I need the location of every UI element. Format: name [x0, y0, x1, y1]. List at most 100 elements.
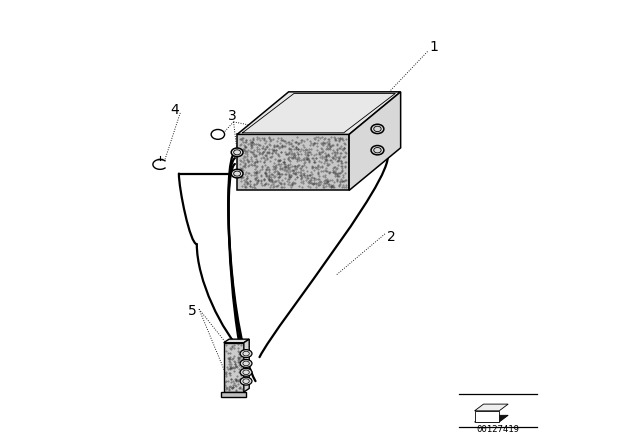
Point	[329, 134, 339, 141]
Point	[291, 145, 301, 152]
Point	[284, 173, 294, 180]
Point	[237, 138, 248, 146]
Point	[324, 182, 334, 190]
Point	[298, 141, 308, 148]
Point	[332, 157, 342, 164]
Point	[235, 375, 245, 383]
Point	[323, 178, 333, 185]
Point	[339, 140, 349, 147]
Point	[329, 149, 339, 156]
Point	[283, 155, 293, 162]
Point	[335, 150, 345, 157]
Point	[259, 158, 269, 165]
Point	[264, 172, 274, 180]
Point	[299, 143, 309, 151]
Point	[266, 184, 276, 191]
Point	[276, 184, 287, 191]
Point	[259, 135, 269, 142]
Point	[307, 179, 317, 186]
Point	[280, 174, 290, 181]
Point	[339, 183, 349, 190]
Point	[332, 172, 342, 180]
Point	[298, 146, 308, 153]
Point	[274, 152, 284, 159]
Point	[267, 146, 277, 153]
Point	[337, 177, 348, 185]
Point	[274, 178, 284, 185]
Point	[235, 160, 245, 167]
Point	[313, 175, 323, 182]
Point	[240, 142, 250, 150]
Point	[321, 156, 331, 164]
Point	[337, 159, 347, 166]
Point	[292, 157, 302, 164]
Point	[227, 343, 237, 350]
Point	[236, 173, 246, 180]
Point	[305, 178, 316, 185]
Point	[319, 159, 330, 167]
Point	[253, 177, 264, 184]
Point	[266, 170, 276, 177]
Point	[225, 375, 236, 383]
Point	[319, 172, 330, 179]
Point	[263, 175, 273, 182]
Point	[318, 147, 328, 155]
Point	[264, 177, 275, 184]
Point	[262, 163, 273, 170]
Point	[337, 136, 348, 143]
Point	[248, 139, 259, 146]
Point	[273, 177, 283, 184]
Point	[242, 172, 252, 180]
Point	[247, 183, 257, 190]
Point	[278, 136, 288, 143]
Point	[241, 181, 252, 188]
Point	[264, 173, 274, 181]
Point	[242, 148, 252, 155]
Point	[298, 160, 308, 167]
Point	[284, 176, 294, 183]
Point	[278, 184, 289, 191]
Point	[224, 384, 234, 391]
Point	[227, 364, 237, 371]
Point	[264, 177, 275, 184]
Point	[252, 173, 262, 180]
Point	[236, 165, 246, 172]
Point	[316, 159, 326, 166]
Point	[240, 144, 250, 151]
Point	[293, 145, 303, 152]
Point	[259, 135, 269, 142]
Point	[249, 146, 259, 154]
Point	[314, 178, 324, 185]
Point	[333, 153, 343, 160]
Point	[251, 151, 261, 158]
Point	[330, 135, 340, 142]
Point	[225, 356, 235, 363]
Point	[289, 153, 300, 160]
Point	[241, 177, 251, 185]
Point	[221, 384, 231, 391]
Point	[300, 146, 310, 153]
Point	[242, 151, 252, 158]
Point	[319, 176, 330, 183]
Point	[312, 161, 323, 168]
Point	[307, 162, 317, 169]
Point	[277, 144, 287, 151]
Point	[302, 156, 312, 163]
Point	[291, 171, 301, 178]
Point	[234, 384, 244, 392]
Point	[301, 167, 312, 174]
Point	[299, 161, 309, 168]
Point	[259, 175, 269, 182]
Point	[335, 134, 345, 141]
Point	[234, 366, 244, 373]
Point	[336, 168, 346, 176]
Point	[322, 161, 332, 168]
Point	[334, 182, 344, 190]
Point	[303, 174, 314, 181]
Point	[317, 134, 328, 141]
Point	[291, 169, 301, 176]
Point	[252, 179, 262, 186]
Point	[274, 157, 284, 164]
Point	[268, 136, 278, 143]
Point	[323, 139, 333, 146]
